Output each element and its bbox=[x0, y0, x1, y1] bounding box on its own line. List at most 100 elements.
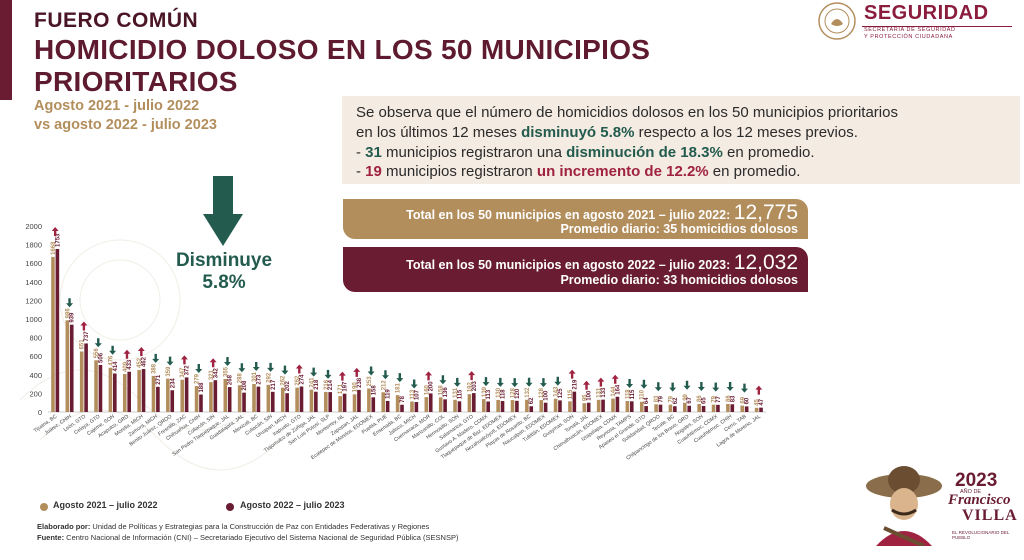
trend-down-arrow-icon bbox=[152, 353, 160, 363]
data-label-2021-2022: 181 bbox=[396, 382, 402, 393]
note-text: - bbox=[356, 163, 366, 180]
bar-2022-2023 bbox=[127, 371, 131, 412]
data-label-2021-2022: 131 bbox=[453, 387, 459, 398]
trend-down-arrow-icon bbox=[726, 382, 734, 392]
bar-2021-2022 bbox=[740, 405, 745, 412]
data-label-2022-2023: 506 bbox=[98, 352, 104, 363]
bar-2021-2022 bbox=[395, 395, 400, 412]
data-label-2022-2023: 113 bbox=[486, 389, 492, 399]
bar-2021-2022 bbox=[338, 396, 342, 412]
trend-down-arrow-icon bbox=[367, 366, 375, 376]
bar-2021-2022 bbox=[108, 367, 113, 412]
bar-2021-2022 bbox=[324, 391, 328, 412]
bar-2022-2023 bbox=[400, 404, 404, 412]
trend-down-arrow-icon bbox=[381, 370, 389, 380]
bar-2021-2022 bbox=[266, 384, 271, 412]
villa-name-first: Francisco bbox=[948, 492, 1011, 508]
bar-2021-2022 bbox=[410, 401, 414, 412]
legend-label-2021-2022: Agosto 2021 – julio 2022 bbox=[53, 500, 158, 510]
bar-2021-2022 bbox=[65, 320, 70, 412]
bar-2021-2022 bbox=[510, 400, 515, 412]
note-highlight-increase: un incremento de 12.2% bbox=[536, 163, 709, 180]
bar-2022-2023 bbox=[486, 401, 490, 412]
data-label-2022-2023: 47 bbox=[759, 398, 765, 405]
bar-2022-2023 bbox=[515, 400, 519, 412]
trend-down-arrow-icon bbox=[439, 375, 447, 385]
bar-2021-2022 bbox=[79, 351, 84, 412]
data-label-2021-2022: 241 bbox=[309, 377, 315, 388]
bar-2022-2023 bbox=[141, 369, 146, 412]
trend-up-arrow-icon bbox=[137, 347, 145, 357]
bar-2021-2022 bbox=[194, 386, 199, 412]
y-tick-label: 0 bbox=[38, 408, 42, 417]
bar-2021-2022 bbox=[481, 399, 486, 412]
note-text: respecto a los 12 meses previos. bbox=[634, 124, 858, 141]
data-label-2021-2022: 1668 bbox=[51, 241, 57, 255]
data-label-2022-2023: 219 bbox=[572, 379, 578, 390]
data-label-2022-2023: 62 bbox=[529, 397, 535, 404]
bar-2022-2023 bbox=[586, 402, 591, 412]
data-label-2021-2022: 83 bbox=[654, 395, 660, 402]
trend-down-arrow-icon bbox=[697, 382, 705, 392]
bar-2022-2023 bbox=[156, 386, 160, 412]
note-highlight-decrease: disminución de 18.3% bbox=[566, 144, 723, 161]
bar-2021-2022 bbox=[309, 389, 314, 412]
data-label-2021-2022: 388 bbox=[152, 363, 158, 374]
villa-name-last: VILLA bbox=[962, 507, 1018, 524]
bar-2021-2022 bbox=[453, 399, 457, 412]
bar-2022-2023 bbox=[529, 406, 534, 412]
trend-up-arrow-icon bbox=[425, 371, 433, 381]
data-label-2022-2023: 77 bbox=[716, 396, 722, 403]
trend-down-arrow-icon bbox=[712, 382, 720, 392]
y-tick-label: 2000 bbox=[25, 222, 42, 231]
bar-2022-2023 bbox=[227, 387, 232, 412]
page-title: HOMICIDIO DOLOSO EN LOS 50 MUNICIPIOS PR… bbox=[34, 34, 651, 97]
credit-label: Elaborado por: bbox=[37, 522, 91, 531]
data-label-2022-2023: 83 bbox=[730, 395, 736, 402]
note-text: Se observa que el número de homicidios d… bbox=[356, 104, 898, 121]
trend-down-arrow-icon bbox=[453, 377, 461, 387]
data-label-2022-2023: 372 bbox=[185, 365, 191, 376]
data-label-2021-2022: 321 bbox=[209, 369, 215, 380]
change-value: 5.8% bbox=[202, 272, 246, 293]
bar-2021-2022 bbox=[654, 404, 658, 412]
data-label-2022-2023: 939 bbox=[70, 312, 76, 323]
bar-2021-2022 bbox=[51, 256, 55, 412]
trend-down-arrow-icon bbox=[224, 356, 231, 366]
bar-2021-2022 bbox=[151, 375, 156, 412]
bar-2022-2023 bbox=[199, 394, 203, 412]
data-label-2021-2022: 253 bbox=[367, 376, 373, 387]
data-label-2021-2022: 288 bbox=[238, 373, 244, 384]
bar-2021-2022 bbox=[726, 404, 730, 412]
data-label-2022-2023: 65 bbox=[702, 397, 708, 404]
y-tick-label: 800 bbox=[29, 334, 42, 343]
bar-2021-2022 bbox=[352, 394, 357, 412]
daily-average: Promedio diario: 35 homicidios dolosos bbox=[560, 222, 798, 236]
trend-up-arrow-icon bbox=[123, 349, 131, 359]
data-label-2022-2023: 120 bbox=[515, 388, 521, 399]
trend-down-arrow-icon bbox=[281, 365, 289, 375]
y-tick-label: 1000 bbox=[25, 315, 42, 324]
data-label-2022-2023: 64 bbox=[644, 397, 650, 404]
trend-down-arrow-icon bbox=[238, 363, 246, 373]
bar-2022-2023 bbox=[572, 391, 577, 412]
data-label-2022-2023: 119 bbox=[386, 389, 392, 399]
data-label-2022-2023: 462 bbox=[142, 356, 148, 367]
data-label-2021-2022: 355 bbox=[223, 366, 229, 377]
legend-label-2022-2023: Agosto 2022 – julio 2023 bbox=[240, 500, 345, 510]
data-label-2021-2022: 131 bbox=[597, 387, 603, 398]
data-label-2021-2022: 216 bbox=[324, 379, 330, 390]
bar-2022-2023 bbox=[759, 407, 763, 412]
note-text: en promedio. bbox=[722, 144, 815, 161]
bar-2022-2023 bbox=[687, 405, 692, 412]
logo-subtitle-1: SECRETARÍA DE SEGURIDAD bbox=[864, 27, 956, 33]
trend-up-arrow-icon bbox=[338, 371, 346, 381]
total-value: 12,775 bbox=[733, 201, 798, 224]
trend-down-arrow-icon bbox=[554, 376, 562, 386]
bar-2021-2022 bbox=[209, 382, 213, 412]
bar-2022-2023 bbox=[629, 401, 634, 412]
data-label-2022-2023: 414 bbox=[113, 361, 119, 372]
data-label-2022-2023: 136 bbox=[443, 387, 449, 398]
bar-2022-2023 bbox=[673, 406, 677, 412]
data-label-2022-2023: 273 bbox=[256, 374, 262, 385]
